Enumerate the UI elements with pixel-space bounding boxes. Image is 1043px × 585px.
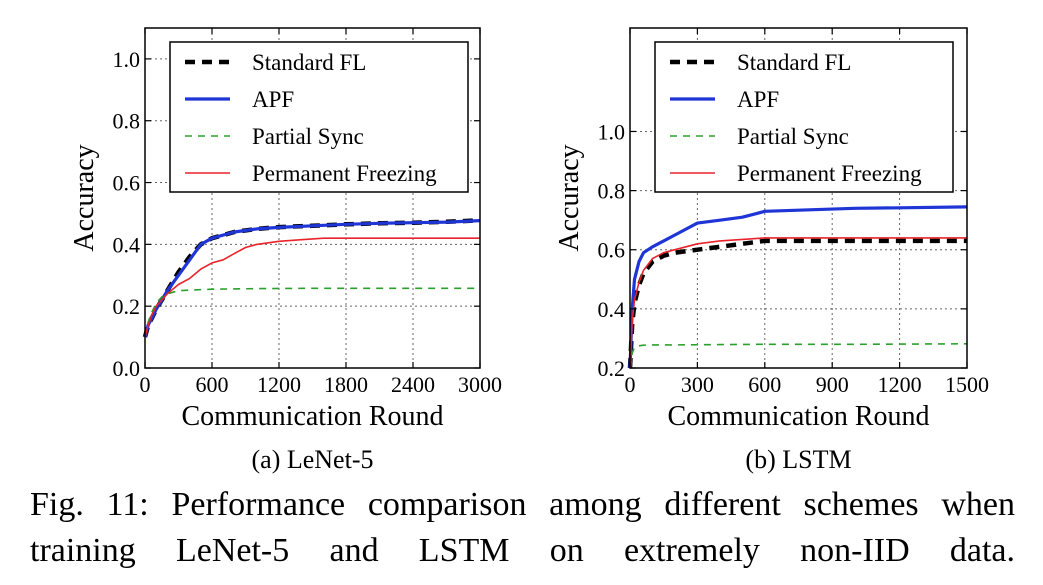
subcaption: (a) LeNet-5 bbox=[252, 445, 374, 474]
x-tick-label: 900 bbox=[816, 372, 849, 397]
legend-label: Partial Sync bbox=[737, 124, 849, 149]
y-tick-label: 0.6 bbox=[598, 238, 626, 263]
y-tick-label: 0.6 bbox=[113, 171, 141, 196]
series-line-apf bbox=[143, 219, 481, 338]
y-axis-label: Accuracy bbox=[69, 144, 100, 251]
y-tick-label: 0.8 bbox=[113, 109, 141, 134]
series-line-partial-sync bbox=[629, 342, 968, 369]
y-axis-label: Accuracy bbox=[554, 144, 585, 251]
subcaption: (b) LSTM bbox=[745, 445, 851, 474]
series-line-permanent-freezing bbox=[144, 237, 480, 338]
x-tick-label: 2400 bbox=[391, 372, 435, 397]
x-tick-label: 3000 bbox=[458, 372, 502, 397]
series-line-apf bbox=[628, 205, 968, 369]
y-tick-label: 0.2 bbox=[113, 294, 141, 319]
legend-label: Standard FL bbox=[252, 50, 366, 75]
x-axis-label: Communication Round bbox=[667, 401, 929, 432]
x-tick-label: 1800 bbox=[324, 372, 368, 397]
legend-label: Permanent Freezing bbox=[252, 161, 437, 186]
caption-text: Performance comparison among different s… bbox=[30, 486, 1016, 569]
legend-box bbox=[654, 41, 954, 193]
y-tick-label: 0.2 bbox=[598, 356, 626, 381]
series-line-partial-sync bbox=[144, 287, 480, 338]
chart-lstm: 0 300 600 900 1200 1500 0.2 0.4 0.6 0.8 1.0 Communi… bbox=[554, 27, 989, 474]
plot-frame bbox=[629, 27, 968, 369]
x-tick-label: 1200 bbox=[257, 372, 301, 397]
y-tick-label: 1.0 bbox=[113, 47, 141, 72]
legend-label: Standard FL bbox=[737, 50, 851, 75]
figure-caption: Fig. 11: Performance comparison among di… bbox=[30, 482, 1015, 574]
legend-label: APF bbox=[252, 87, 294, 112]
legend-box bbox=[169, 41, 469, 193]
legend-label: Permanent Freezing bbox=[737, 161, 922, 186]
x-tick-label: 600 bbox=[196, 372, 229, 397]
x-axis-label: Communication Round bbox=[181, 401, 443, 432]
x-tick-label: 600 bbox=[748, 372, 781, 397]
series-line-standard-fl bbox=[627, 238, 967, 369]
legend-label: Partial Sync bbox=[252, 124, 364, 149]
chart-lenet5: 0 600 1200 1800 2400 3000 0.0 0.2 0.4 0.6 0.8 1.0 Co… bbox=[69, 27, 502, 474]
y-tick-label: 0.4 bbox=[598, 297, 626, 322]
plot-frame bbox=[144, 27, 481, 369]
legend-label: APF bbox=[737, 87, 779, 112]
y-tick-label: 0.4 bbox=[113, 232, 141, 257]
x-tick-label: 300 bbox=[681, 372, 714, 397]
caption-label: Fig. 11: bbox=[30, 486, 149, 523]
x-tick-label: 1500 bbox=[945, 372, 989, 397]
x-tick-label: 0 bbox=[140, 372, 151, 397]
x-tick-label: 0 bbox=[625, 372, 636, 397]
y-tick-label: 1.0 bbox=[598, 119, 626, 144]
y-tick-label: 0.0 bbox=[113, 356, 141, 381]
series-line-permanent-freezing bbox=[629, 237, 967, 369]
x-tick-label: 1200 bbox=[878, 372, 922, 397]
y-tick-label: 0.8 bbox=[598, 179, 626, 204]
